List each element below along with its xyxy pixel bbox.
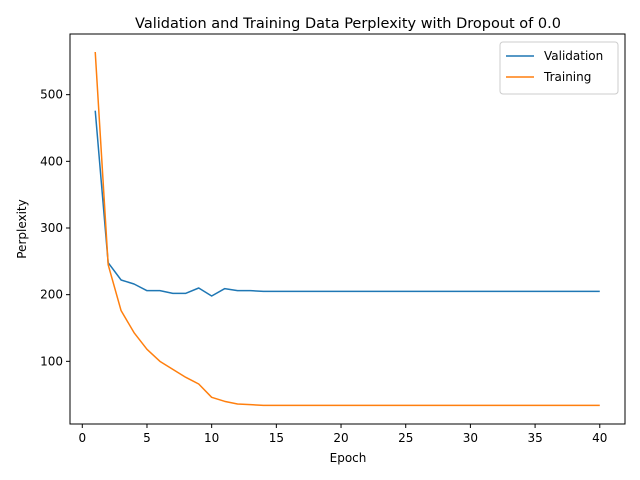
legend: Validation Training [499,41,619,95]
y-axis-label: Perplexity [15,199,29,259]
plot-frame [69,33,626,425]
series-line-training [94,51,600,407]
y-tick-label: 500 [40,88,63,102]
y-tick-label: 300 [40,221,63,235]
x-tick-label: 10 [204,431,219,445]
y-tick-label: 400 [40,154,63,168]
x-axis: 0 5 10 15 20 25 30 35 40 [78,424,607,445]
y-axis: 100 200 300 400 500 [40,88,70,368]
legend-frame [499,41,619,95]
x-tick-label: 20 [333,431,348,445]
series-layer [94,51,600,407]
y-tick-label: 100 [40,354,63,368]
plot-area: 0 5 10 15 20 25 30 35 40 100 200 300 400 500 [40,33,626,445]
x-tick-label: 25 [398,431,413,445]
chart-title: Validation and Training Data Perplexity … [135,16,561,32]
x-tick-label: 0 [78,431,86,445]
x-tick-label: 35 [527,431,542,445]
legend-label-training: Training [543,70,591,84]
y-tick-label: 200 [40,288,63,302]
x-tick-label: 15 [269,431,284,445]
x-tick-label: 5 [143,431,151,445]
legend-label-validation: Validation [544,49,603,63]
x-axis-label: Epoch [330,451,367,465]
x-tick-label: 40 [592,431,607,445]
series-line-validation [94,110,600,297]
x-tick-label: 30 [463,431,478,445]
